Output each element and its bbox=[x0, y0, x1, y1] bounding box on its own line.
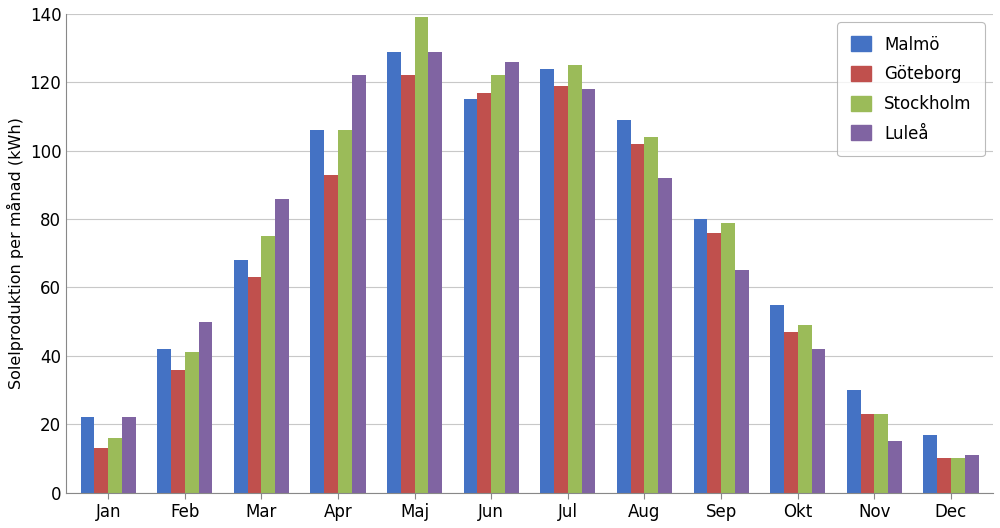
Bar bbox=[582, 89, 595, 493]
Bar bbox=[199, 322, 212, 493]
Bar bbox=[387, 52, 401, 493]
Bar bbox=[505, 62, 519, 493]
Bar bbox=[275, 199, 289, 493]
Bar bbox=[888, 441, 902, 493]
Bar bbox=[324, 175, 338, 493]
Bar bbox=[735, 270, 749, 493]
Bar bbox=[401, 76, 415, 493]
Bar bbox=[874, 414, 888, 493]
Bar bbox=[694, 219, 707, 493]
Bar bbox=[428, 52, 442, 493]
Bar bbox=[171, 370, 185, 493]
Bar bbox=[923, 435, 937, 493]
Bar bbox=[477, 92, 491, 493]
Bar bbox=[770, 305, 784, 493]
Bar bbox=[617, 120, 631, 493]
Bar bbox=[631, 144, 644, 493]
Bar bbox=[491, 76, 505, 493]
Bar bbox=[352, 76, 366, 493]
Bar bbox=[721, 222, 735, 493]
Bar bbox=[554, 86, 568, 493]
Bar bbox=[122, 418, 136, 493]
Bar bbox=[540, 69, 554, 493]
Bar bbox=[847, 390, 861, 493]
Bar bbox=[798, 325, 812, 493]
Bar bbox=[338, 130, 352, 493]
Bar bbox=[784, 332, 798, 493]
Bar bbox=[310, 130, 324, 493]
Bar bbox=[965, 455, 979, 493]
Bar bbox=[185, 353, 199, 493]
Bar bbox=[94, 448, 108, 493]
Bar bbox=[812, 349, 825, 493]
Bar bbox=[234, 260, 248, 493]
Bar bbox=[261, 236, 275, 493]
Legend: Malmö, Göteborg, Stockholm, Luleå: Malmö, Göteborg, Stockholm, Luleå bbox=[837, 22, 985, 156]
Bar bbox=[108, 438, 122, 493]
Bar bbox=[707, 233, 721, 493]
Bar bbox=[248, 277, 261, 493]
Bar bbox=[658, 178, 672, 493]
Bar bbox=[415, 17, 428, 493]
Bar bbox=[951, 458, 965, 493]
Y-axis label: Solelproduktion per månad (kWh): Solelproduktion per månad (kWh) bbox=[7, 117, 24, 389]
Bar bbox=[937, 458, 951, 493]
Bar bbox=[81, 418, 94, 493]
Bar bbox=[644, 137, 658, 493]
Bar bbox=[157, 349, 171, 493]
Bar bbox=[861, 414, 874, 493]
Bar bbox=[568, 65, 582, 493]
Bar bbox=[464, 99, 477, 493]
